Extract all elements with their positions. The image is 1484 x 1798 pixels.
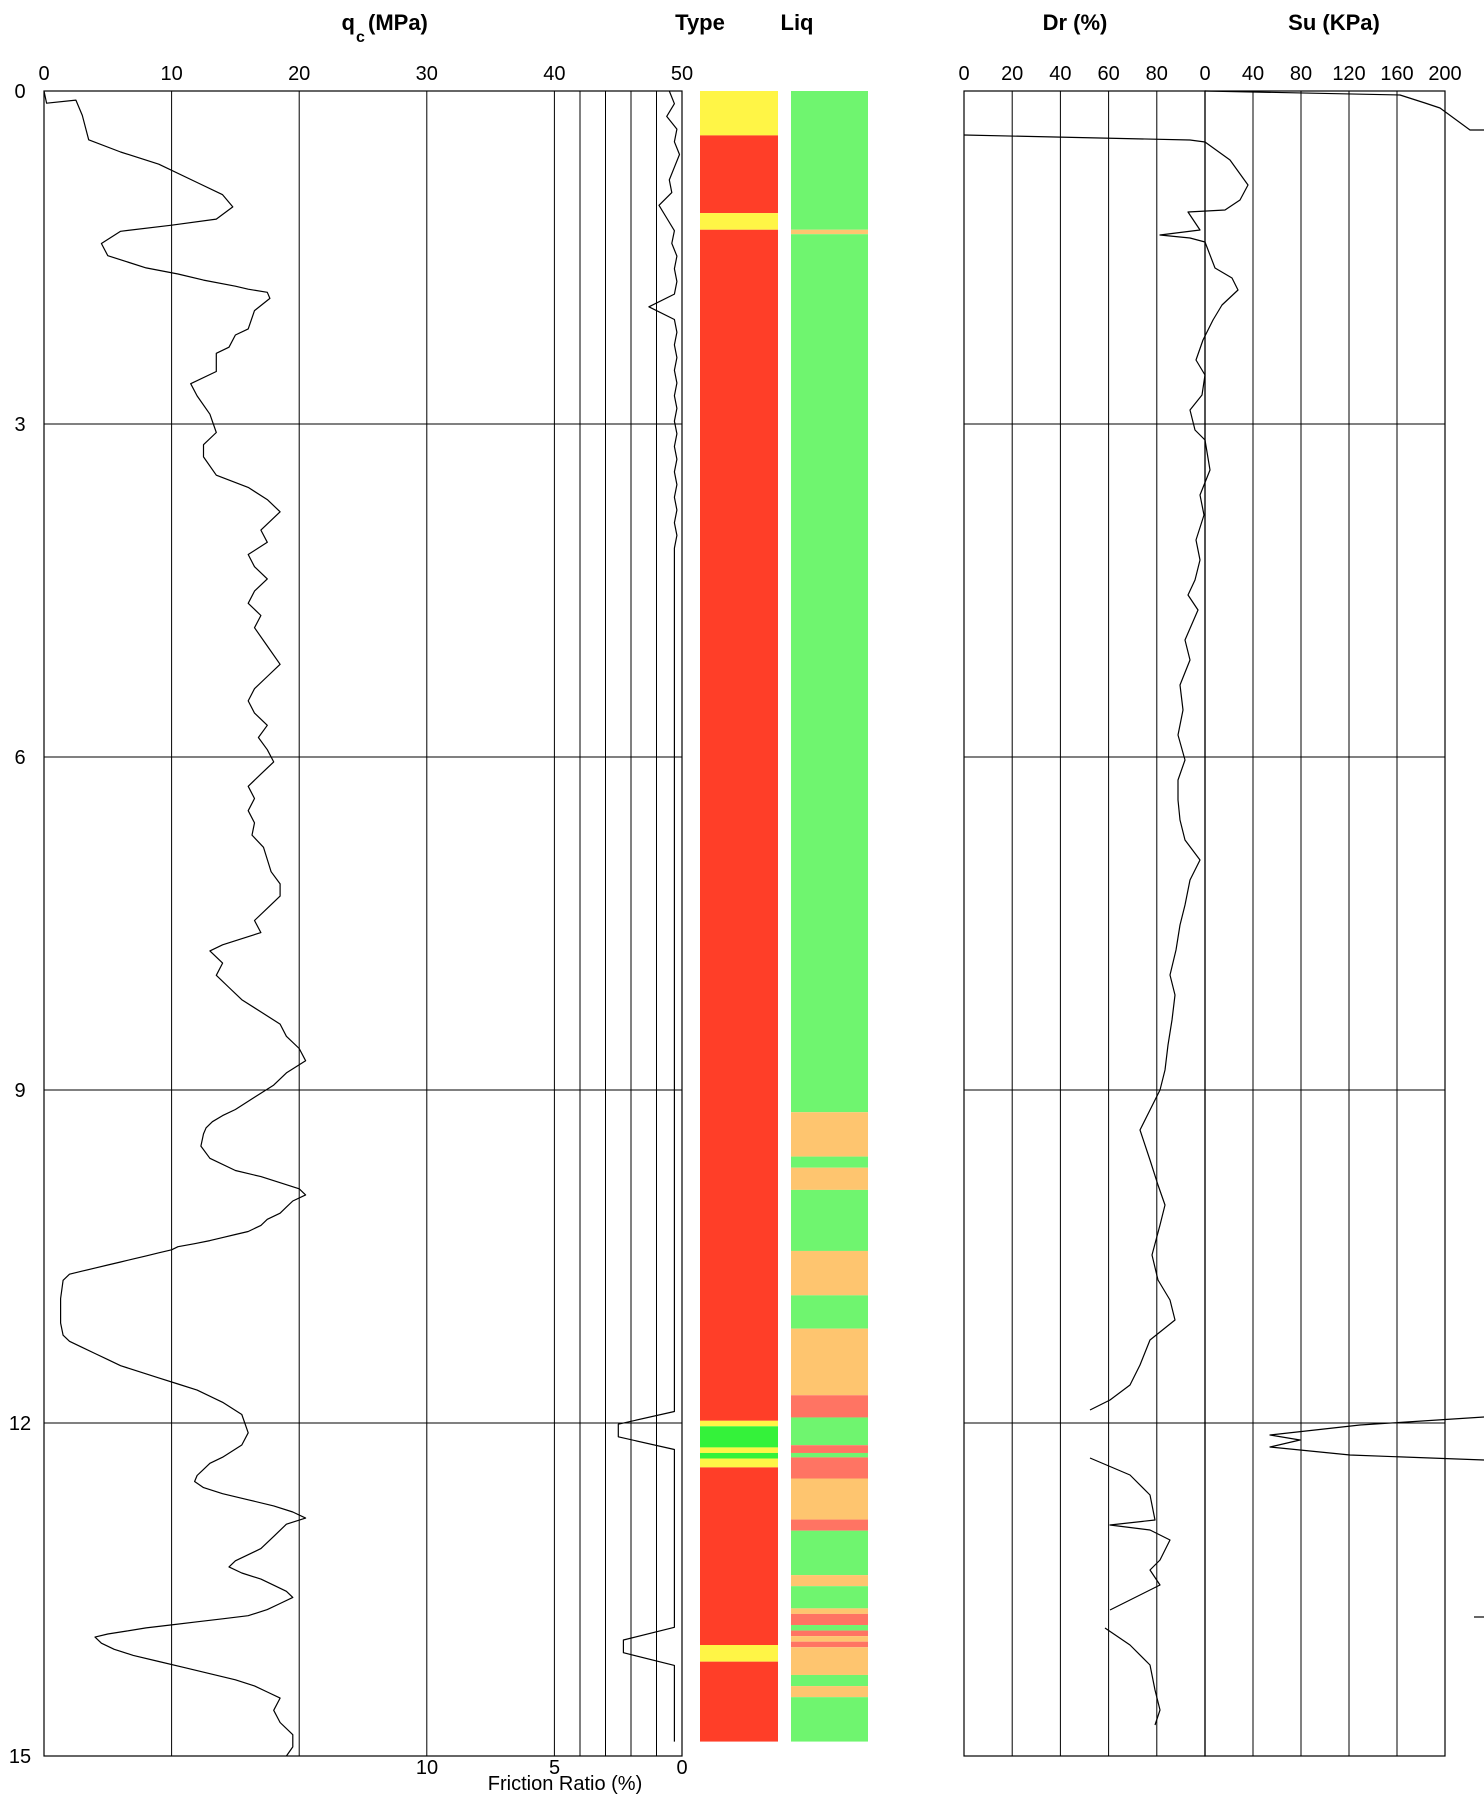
dr-tick-label: 60 <box>1097 63 1119 85</box>
depth-tick-label: 3 <box>14 414 25 436</box>
su-tick-label: 200 <box>1428 63 1461 85</box>
liq-band <box>791 1530 868 1576</box>
liq-band <box>791 91 868 230</box>
su-tick-label: 160 <box>1380 63 1413 85</box>
type-band <box>700 1426 778 1448</box>
su-series-line-lower <box>1269 1416 1484 1461</box>
dr-tick-label: 40 <box>1049 63 1071 85</box>
qc-tick-label: 10 <box>160 63 182 85</box>
su-tick-label: 120 <box>1332 63 1365 85</box>
type-band <box>700 229 778 1421</box>
liq-band <box>791 1647 868 1675</box>
dr-tick-label: 20 <box>1001 63 1023 85</box>
liq-band <box>791 1445 868 1453</box>
liq-band <box>791 1608 868 1614</box>
liq-band <box>791 1625 868 1631</box>
su-series-line <box>1204 90 1484 131</box>
liq-band <box>791 1641 868 1648</box>
qc-plot-frame <box>43 90 683 1757</box>
qc-tick-label: 50 <box>671 63 693 85</box>
qc-tick-label: 20 <box>288 63 310 85</box>
dr-plot-frame <box>963 90 1206 1757</box>
liq-band <box>791 1478 868 1520</box>
qc-title-unit: (MPa) <box>368 10 428 35</box>
depth-tick-label: 15 <box>9 1746 31 1768</box>
type-band <box>700 135 778 214</box>
liq-band <box>791 1395 868 1418</box>
qc-series-line <box>43 90 307 1757</box>
liq-band <box>791 1156 868 1168</box>
liq-band <box>791 1295 868 1329</box>
liq-band <box>791 1575 868 1587</box>
qc-title-subscript: c <box>356 29 365 46</box>
liq-band <box>791 1697 868 1742</box>
type-column <box>700 91 778 1742</box>
type-title: Type <box>675 10 725 35</box>
liq-band <box>791 1457 868 1479</box>
liq-band <box>791 1417 868 1446</box>
liq-band <box>791 1328 868 1396</box>
liq-band <box>791 1189 868 1251</box>
su-tick-label: 0 <box>1199 63 1210 85</box>
friction-tick-label: 10 <box>416 1757 438 1779</box>
liq-band <box>791 1250 868 1296</box>
friction-title: Friction Ratio (%) <box>488 1773 642 1795</box>
qc-tick-label: 30 <box>416 63 438 85</box>
liq-band <box>791 1452 868 1458</box>
qc-tick-label: 40 <box>543 63 565 85</box>
dr-title: Dr (%) <box>1043 10 1108 35</box>
type-band <box>700 91 778 136</box>
type-band <box>700 1420 778 1427</box>
su-tick-label: 40 <box>1242 63 1264 85</box>
depth-tick-labels: 0 3 6 9 12 15 <box>9 81 31 1768</box>
liq-band <box>791 1630 868 1637</box>
dr-tick-label: 80 <box>1146 63 1168 85</box>
friction-tick-label: 5 <box>549 1757 560 1779</box>
type-band <box>700 1447 778 1453</box>
dr-tick-label: 0 <box>958 63 969 85</box>
type-band <box>700 1452 778 1459</box>
type-band <box>700 1467 778 1645</box>
liq-column <box>791 91 868 1742</box>
dr-panel: 0 20 40 60 80 <box>958 63 1445 1757</box>
liq-title: Liq <box>781 10 814 35</box>
su-panel: 0 40 80 120 160 200 <box>1199 63 1484 1757</box>
depth-tick-label: 12 <box>9 1413 31 1435</box>
liq-band <box>791 1586 868 1609</box>
liq-band <box>791 234 868 1113</box>
qc-tick-label: 0 <box>38 63 49 85</box>
liq-band <box>791 1636 868 1642</box>
friction-series-line <box>617 90 681 1742</box>
liq-band <box>791 1613 868 1626</box>
liq-band <box>791 229 868 235</box>
liq-band <box>791 1686 868 1698</box>
dr-series-line-bottom <box>1104 1627 1161 1726</box>
dr-series-line-lower <box>1089 1457 1171 1611</box>
qc-title: q <box>342 10 355 35</box>
depth-tick-label: 0 <box>14 81 25 103</box>
su-title: Su (KPa) <box>1288 10 1380 35</box>
type-band <box>700 1458 778 1468</box>
liq-band <box>791 1519 868 1531</box>
depth-tick-label: 9 <box>14 1080 25 1102</box>
type-band <box>700 213 778 230</box>
dr-series-line <box>963 134 1249 1411</box>
friction-tick-label: 0 <box>676 1757 687 1779</box>
type-band <box>700 1645 778 1662</box>
liq-band <box>791 1167 868 1190</box>
liq-band <box>791 1674 868 1687</box>
su-tick-label: 80 <box>1290 63 1312 85</box>
liq-band <box>791 1112 868 1157</box>
depth-tick-label: 6 <box>14 747 25 769</box>
type-band <box>700 1661 778 1742</box>
su-plot-frame <box>1204 90 1446 1757</box>
